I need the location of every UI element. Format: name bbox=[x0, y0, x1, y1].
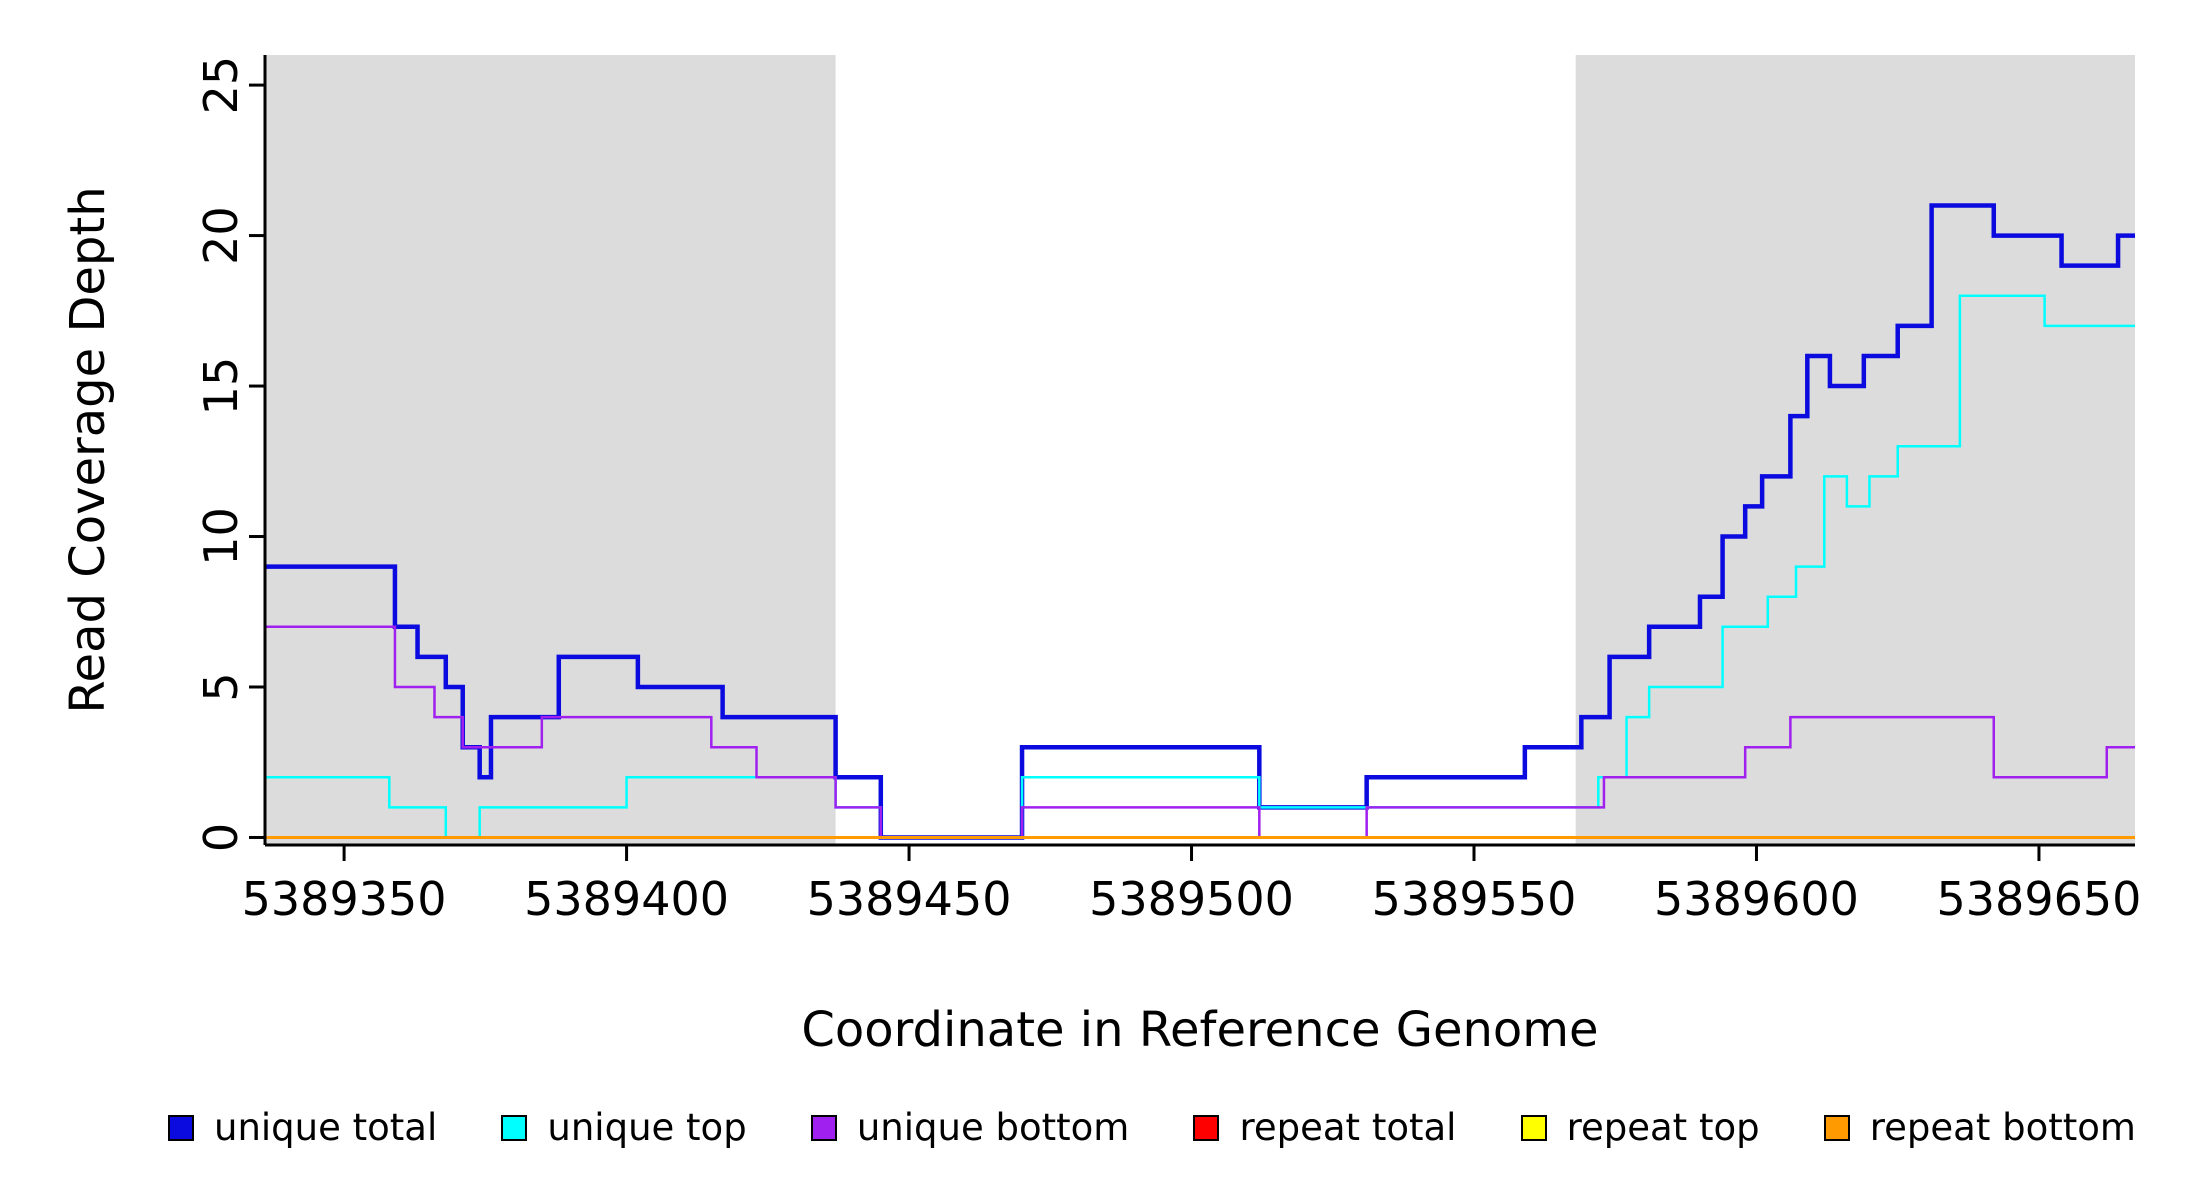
legend-item-unique-total: unique total bbox=[168, 1106, 437, 1149]
x-tick-label: 5389550 bbox=[1372, 872, 1577, 926]
x-tick-label: 5389650 bbox=[1937, 872, 2142, 926]
y-tick-label: 0 bbox=[194, 823, 248, 852]
legend-swatch-unique-bottom bbox=[810, 1114, 837, 1141]
legend-item-unique-bottom: unique bottom bbox=[810, 1106, 1130, 1149]
legend-label: unique total bbox=[214, 1106, 438, 1149]
legend-swatch-unique-top bbox=[501, 1114, 528, 1141]
legend-label: repeat top bbox=[1566, 1106, 1760, 1149]
legend-swatch-unique-total bbox=[168, 1114, 194, 1141]
legend-item-repeat-total: repeat total bbox=[1193, 1106, 1456, 1149]
legend-swatch-repeat-total bbox=[1193, 1114, 1220, 1141]
series-line-unique-total bbox=[265, 203, 2135, 840]
x-axis-title: Coordinate in Reference Genome bbox=[801, 1002, 1599, 1058]
x-tick-label: 5389600 bbox=[1654, 872, 1859, 926]
x-tick-label: 5389500 bbox=[1089, 872, 1294, 926]
legend: unique total unique top unique bottom repea… bbox=[168, 1106, 2136, 1149]
legend-item-unique-top: unique top bbox=[501, 1106, 747, 1149]
y-tick-label: 20 bbox=[194, 206, 248, 265]
y-tick-label: 25 bbox=[194, 56, 248, 115]
y-tick-label: 15 bbox=[194, 357, 248, 416]
legend-item-repeat-bottom: repeat bottom bbox=[1823, 1106, 2136, 1149]
series-line-unique-top bbox=[265, 294, 2135, 839]
legend-label: repeat total bbox=[1239, 1106, 1457, 1149]
legend-item-repeat-top: repeat top bbox=[1520, 1106, 1760, 1149]
shaded-region bbox=[1575, 55, 2135, 845]
shaded-region bbox=[265, 55, 836, 845]
legend-label: repeat bottom bbox=[1869, 1106, 2136, 1149]
legend-swatch-repeat-top bbox=[1520, 1114, 1547, 1141]
legend-swatch-repeat-bottom bbox=[1823, 1114, 1850, 1141]
y-axis-title: Read Coverage Depth bbox=[60, 186, 116, 714]
legend-label: unique bottom bbox=[856, 1106, 1130, 1149]
x-tick-label: 5389450 bbox=[807, 872, 1012, 926]
x-tick-label: 5389400 bbox=[524, 872, 729, 926]
y-tick-label: 10 bbox=[194, 507, 248, 566]
x-tick-label: 5389350 bbox=[242, 872, 447, 926]
legend-label: unique top bbox=[547, 1106, 747, 1149]
y-tick-label: 5 bbox=[194, 672, 248, 701]
